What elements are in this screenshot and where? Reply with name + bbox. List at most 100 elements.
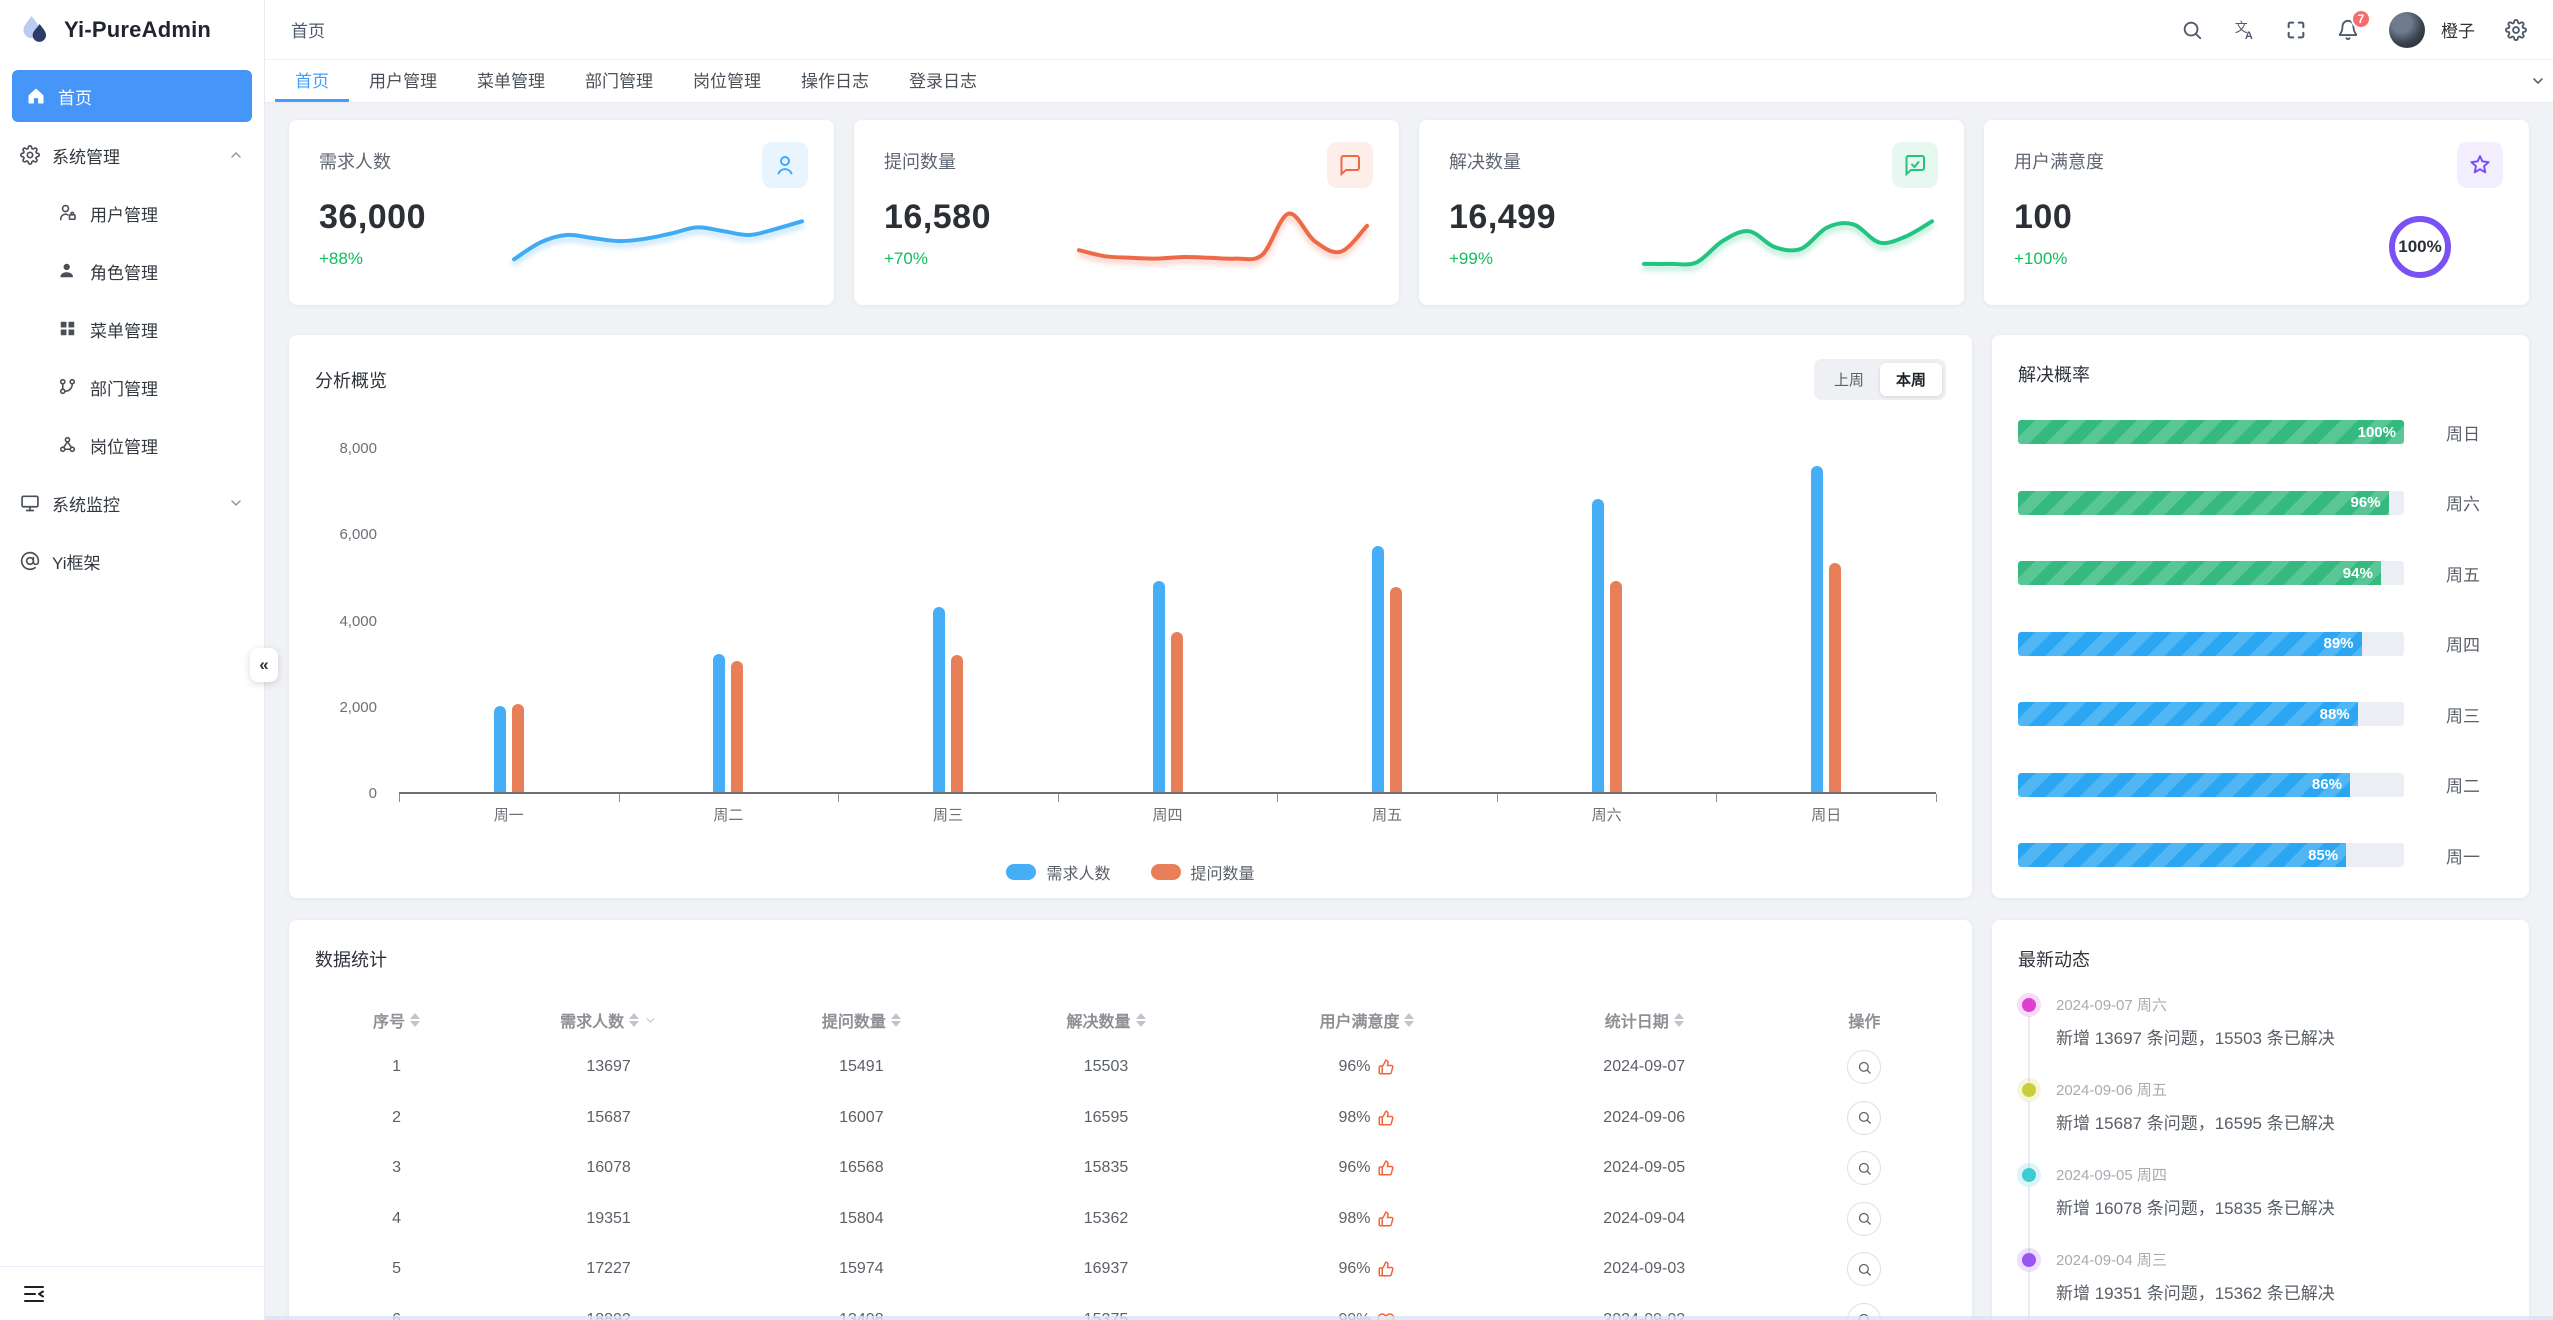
sidebar-item-岗位管理[interactable]: 岗位管理 — [0, 416, 264, 474]
sort-carets-icon[interactable] — [890, 1013, 901, 1027]
date-cell: 2024-09-05 — [1603, 1159, 1686, 1177]
progress-day-label: 周五 — [2446, 565, 2480, 585]
stat-card-value: 100 — [2014, 198, 2073, 236]
legend-item-提问数量[interactable]: 提问数量 — [1150, 860, 1255, 884]
sidebar-item-label: Yi框架 — [52, 553, 101, 573]
sidebar-item-label: 首页 — [58, 88, 92, 108]
tab-岗位管理[interactable]: 岗位管理 — [693, 72, 761, 91]
bar-提问数量 — [1170, 632, 1183, 792]
bar-group-周二: 周二 — [619, 406, 839, 824]
settings-gear-icon[interactable] — [2505, 18, 2527, 41]
row-search-button[interactable] — [1847, 1151, 1882, 1186]
row-search-button[interactable] — [1847, 1050, 1882, 1085]
fullscreen-icon[interactable] — [2285, 19, 2307, 41]
timeline-title: 最新动态 — [2018, 950, 2090, 970]
tab-首页[interactable]: 首页 — [275, 60, 349, 102]
table-cell: 6 — [315, 1311, 478, 1320]
column-header-需求人数[interactable]: 需求人数 — [478, 1008, 739, 1032]
tab-菜单管理[interactable]: 菜单管理 — [477, 72, 545, 91]
column-header-用户满意度[interactable]: 用户满意度 — [1228, 1008, 1505, 1032]
sidebar-item-部门管理[interactable]: 部门管理 — [0, 358, 264, 416]
header-actions: 文 A 7 橙子 — [2181, 8, 2527, 48]
tab-操作日志[interactable]: 操作日志 — [801, 72, 869, 91]
tabs: 首页 用户管理 菜单管理 部门管理 岗位管理 操作日志 登录日志 — [275, 60, 2525, 102]
progress-day-label: 周一 — [2446, 847, 2480, 867]
sidebar-item-菜单管理[interactable]: 菜单管理 — [0, 300, 264, 358]
column-header-提问数量[interactable]: 提问数量 — [739, 1008, 984, 1032]
column-header-统计日期[interactable]: 统计日期 — [1506, 1008, 1783, 1032]
menu-fold-icon[interactable] — [22, 1282, 46, 1306]
progress-day-label: 周二 — [2446, 777, 2480, 797]
row-search-button[interactable] — [1847, 1100, 1882, 1135]
bar-group-周五: 周五 — [1277, 406, 1497, 824]
brand-title: Yi-PureAdmin — [64, 17, 212, 42]
table-row: 3 16078 16568 15835 96% 2024-09-05 — [315, 1143, 1946, 1194]
column-header-label: 解决数量 — [1066, 1014, 1131, 1031]
horizontal-scrollbar[interactable] — [265, 1316, 2553, 1320]
sidebar-item-Yi框架[interactable]: Yi框架 — [0, 532, 264, 590]
search-icon[interactable] — [2181, 19, 2203, 41]
row-search-button[interactable] — [1847, 1201, 1882, 1236]
chevron-down-icon — [228, 495, 244, 511]
solve-rate-row-周六: 96% 周六 — [2018, 468, 2503, 539]
main-content: 需求人数 36,000 +88% 提问数量 16,580 +70% 解决数量 16,499 +9… — [265, 103, 2553, 1320]
sort-carets-icon[interactable] — [1673, 1013, 1684, 1027]
sort-carets-icon[interactable] — [410, 1013, 421, 1027]
column-header-label: 需求人数 — [560, 1014, 625, 1031]
bar-需求人数 — [932, 606, 945, 792]
translate-icon[interactable]: 文 A — [2233, 19, 2255, 40]
bar-提问数量 — [731, 660, 744, 792]
satisfaction-cell: 96% — [1228, 1058, 1505, 1076]
table-cell: 16078 — [586, 1159, 631, 1177]
row-search-button[interactable] — [1847, 1252, 1882, 1287]
svg-text:文: 文 — [2235, 19, 2248, 34]
sidebar-item-角色管理[interactable]: 角色管理 — [0, 242, 264, 300]
filter-chevron-icon[interactable] — [644, 1014, 657, 1027]
tab-用户管理[interactable]: 用户管理 — [369, 72, 437, 91]
tab-登录日志[interactable]: 登录日志 — [909, 72, 977, 91]
chart-legend: 需求人数 提问数量 — [315, 860, 1946, 884]
timeline-dot-icon — [2022, 1083, 2036, 1097]
avatar[interactable] — [2389, 11, 2425, 48]
tabs-dropdown-chevron-icon[interactable] — [2525, 60, 2551, 102]
solve-rate-rows: 100% 周日 96% 周六 94% 周五 89% 周四 88% 周三 86% 周二 85% 周一 — [2018, 397, 2503, 891]
timeline-date: 2024-09-07 周六 — [2056, 997, 2167, 1014]
sidebar-item-用户管理[interactable]: 用户管理 — [0, 184, 264, 242]
notifications-bell-icon[interactable]: 7 — [2337, 8, 2371, 41]
username[interactable]: 橙子 — [2441, 22, 2475, 41]
bar-group-周三: 周三 — [838, 406, 1058, 824]
toggle-last-week-button[interactable]: 上周 — [1818, 363, 1880, 396]
tab-部门管理[interactable]: 部门管理 — [585, 72, 653, 91]
progress-percent-label: 89% — [2323, 635, 2354, 653]
sort-carets-icon[interactable] — [1404, 1013, 1415, 1027]
sidebar-item-首页[interactable]: 首页 — [12, 70, 252, 122]
table-cell: 16595 — [1083, 1108, 1129, 1126]
brand-area[interactable]: Yi-PureAdmin — [0, 0, 264, 60]
menu-grid-icon — [58, 319, 78, 339]
legend-item-需求人数[interactable]: 需求人数 — [1006, 860, 1111, 884]
x-axis-label: 周三 — [932, 807, 963, 824]
satisfaction-value: 96% — [1338, 1058, 1371, 1076]
sort-carets-icon[interactable] — [629, 1013, 640, 1027]
sidebar-item-系统监控[interactable]: 系统监控 — [0, 474, 264, 532]
sort-desc-icon — [410, 1021, 421, 1027]
sidebar-item-系统管理[interactable]: 系统管理 — [0, 126, 264, 184]
sort-desc-icon — [890, 1021, 901, 1027]
tab-bar: 首页 用户管理 菜单管理 部门管理 岗位管理 操作日志 登录日志 — [265, 60, 2553, 103]
bar-需求人数 — [1372, 546, 1385, 792]
sidebar-collapse-handle[interactable]: « — [250, 648, 278, 682]
thumb-up-icon — [1377, 1159, 1395, 1177]
toggle-this-week-button[interactable]: 本周 — [1879, 363, 1942, 396]
column-header-解决数量[interactable]: 解决数量 — [984, 1008, 1229, 1032]
week-toggle: 上周 本周 — [1813, 359, 1946, 400]
progress-fill: 96% — [2018, 490, 2389, 515]
y-axis-label: 0 — [368, 785, 377, 802]
thumb-up-icon — [1377, 1109, 1395, 1127]
column-header-label: 操作 — [1848, 1014, 1881, 1031]
sort-carets-icon[interactable] — [1135, 1013, 1146, 1027]
satisfaction-value: 96% — [1338, 1260, 1371, 1278]
table-cell: 17227 — [586, 1260, 631, 1278]
satisfaction-ring: 100% — [2389, 216, 2451, 278]
column-header-序号[interactable]: 序号 — [315, 1008, 478, 1032]
bar-提问数量 — [1390, 587, 1403, 792]
